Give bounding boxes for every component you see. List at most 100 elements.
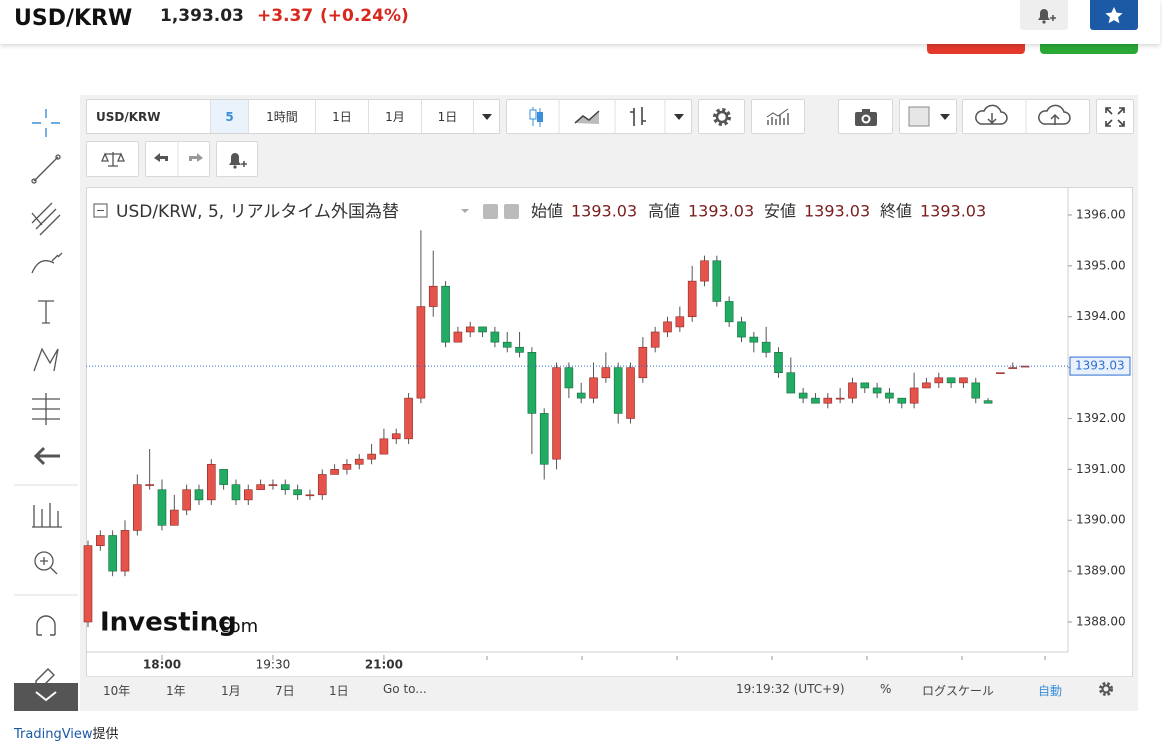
- color-picker[interactable]: [899, 99, 957, 134]
- candle-body: [798, 392, 808, 399]
- color-icon: [908, 106, 950, 127]
- range-button[interactable]: 1日: [422, 100, 474, 133]
- candle-body: [354, 458, 364, 465]
- collapse-button[interactable]: [14, 683, 78, 711]
- y-tick-label: 1390.00: [1076, 513, 1126, 527]
- bottom-bar: [86, 676, 1131, 706]
- range-link[interactable]: 7日: [275, 684, 295, 698]
- fullscreen-button[interactable]: [1096, 99, 1134, 134]
- candle-body: [268, 484, 278, 486]
- candle-body: [170, 509, 179, 526]
- drawing-toolbar: [14, 95, 78, 707]
- candle-body: [219, 469, 228, 485]
- candle-body: [305, 494, 315, 497]
- candle-body: [441, 285, 450, 343]
- caret: [482, 113, 492, 120]
- range-link[interactable]: 1日: [329, 684, 349, 698]
- range-dropdown[interactable]: [474, 100, 500, 133]
- candle-body: [133, 484, 142, 531]
- alert-button[interactable]: [1020, 0, 1068, 30]
- compare-button[interactable]: [86, 141, 139, 177]
- candle-body: [243, 489, 253, 501]
- legend-value: 1393.03: [571, 202, 637, 221]
- candle-body: [515, 346, 524, 353]
- range-button[interactable]: 1月: [369, 100, 422, 133]
- chart-style-icons: [529, 99, 684, 134]
- range-link[interactable]: 1月: [221, 684, 241, 698]
- add-alert-button[interactable]: [216, 141, 258, 177]
- candle-body: [182, 489, 191, 511]
- range-button[interactable]: 1時間: [249, 100, 316, 133]
- candle-body: [700, 260, 709, 282]
- candle-body: [897, 397, 907, 404]
- symbol-input[interactable]: USD/KRW: [87, 100, 211, 133]
- candle-body: [330, 469, 339, 475]
- legend-label: 終値: [880, 202, 912, 221]
- indicators-button[interactable]: [751, 99, 805, 134]
- auto-scale-toggle[interactable]: 自動: [1038, 684, 1063, 698]
- y-tick-label: 1389.00: [1076, 564, 1126, 578]
- credit-link[interactable]: TradingView: [14, 727, 93, 742]
- candle-body: [786, 372, 796, 394]
- candle-body: [922, 382, 931, 389]
- cloud-icons: [975, 99, 1071, 134]
- candle-body: [724, 301, 734, 323]
- legend-value: 1393.03: [920, 202, 986, 221]
- settings-icon[interactable]: [504, 204, 519, 219]
- x-tick-label: 19:30: [256, 658, 291, 672]
- candle-body: [502, 341, 512, 348]
- candle-body: [490, 331, 500, 343]
- goto-link[interactable]: Go to...: [383, 682, 427, 696]
- candle-body: [367, 453, 376, 460]
- range-link[interactable]: 1年: [166, 684, 186, 698]
- candle-body: [317, 474, 327, 496]
- credit: TradingView提供: [14, 723, 119, 742]
- cloud-group: [962, 99, 1090, 134]
- y-tick-label: 1388.00: [1076, 614, 1126, 628]
- candle-body: [983, 400, 993, 404]
- interval-button[interactable]: 5: [211, 100, 249, 133]
- camera-icon: [854, 108, 877, 126]
- legend-label: 始値: [531, 202, 563, 221]
- candle-body: [872, 387, 882, 394]
- y-tick-label: 1394.00: [1076, 309, 1126, 323]
- last-price-box: [1069, 356, 1131, 376]
- visibility-icon[interactable]: [483, 204, 498, 219]
- range-button[interactable]: 1日: [316, 100, 369, 133]
- candle-body: [749, 336, 759, 343]
- candle-body: [761, 341, 771, 353]
- candle-body: [207, 463, 216, 501]
- candle-body: [687, 280, 697, 318]
- settings-button[interactable]: [698, 99, 745, 134]
- candle-body: [589, 377, 598, 399]
- star-icon: [1105, 7, 1123, 24]
- indicator-icon: [766, 108, 789, 125]
- legend-label: 高値: [648, 202, 680, 221]
- chevron-icon: [35, 691, 57, 702]
- watermark: Investing: [100, 608, 237, 638]
- candle-body: [280, 484, 290, 491]
- chart-style-group: [506, 99, 692, 134]
- candle-body: [145, 484, 154, 486]
- drawing-tools: [14, 109, 78, 688]
- range-link[interactable]: 10年: [103, 684, 131, 698]
- watchlist-button[interactable]: [1090, 0, 1138, 30]
- candle-body: [527, 352, 537, 414]
- credit-suffix: 提供: [92, 727, 119, 742]
- last-price-label: 1393.03: [1075, 359, 1125, 373]
- candle-body: [416, 306, 426, 399]
- candle-body: [601, 367, 611, 379]
- y-tick-label: 1392.00: [1076, 411, 1126, 425]
- candle-body: [675, 316, 685, 328]
- candle-body: [157, 489, 167, 526]
- candle-body: [465, 326, 475, 333]
- chart-title: USD/KRW, 5, リアルタイム外国為替: [116, 202, 399, 222]
- percent-toggle[interactable]: %: [880, 682, 892, 696]
- snapshot-button[interactable]: [838, 99, 893, 134]
- y-tick-label: 1396.00: [1076, 207, 1126, 221]
- candle-body: [478, 326, 487, 333]
- settings-button[interactable]: [1097, 680, 1115, 698]
- log-scale-toggle[interactable]: ログスケール: [922, 684, 995, 698]
- candle-body: [774, 352, 783, 373]
